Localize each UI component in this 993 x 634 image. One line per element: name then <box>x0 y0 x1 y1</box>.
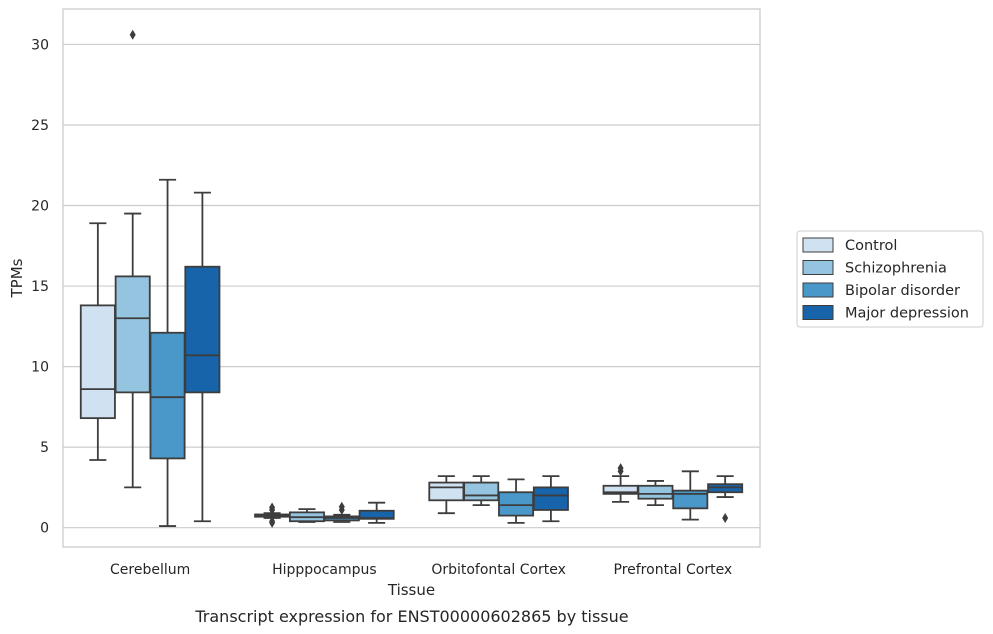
box-bipolar-disorder <box>672 470 709 521</box>
box-major-depression <box>358 501 395 524</box>
box-major-depression <box>184 191 221 523</box>
iqr-box <box>184 265 221 394</box>
outlier-point <box>338 501 345 512</box>
box-major-depression <box>707 475 744 524</box>
legend-swatch <box>802 260 834 275</box>
y-tick-label: 10 <box>31 360 49 376</box>
outlier-point <box>269 502 276 513</box>
iqr-box <box>532 486 569 511</box>
legend: Control Schizophrenia Bipolar disorder Majo… <box>796 230 984 328</box>
x-axis-title: Tissue <box>387 581 435 599</box>
legend-swatch <box>802 282 834 298</box>
x-tick-label: Prefrontal Cortex <box>614 562 733 578</box>
x-tick-label: Hipppocampus <box>272 562 377 578</box>
y-tick-label: 5 <box>40 440 49 456</box>
box-control <box>79 222 116 461</box>
legend-swatch <box>802 305 834 320</box>
box-series <box>79 29 744 528</box>
box-bipolar-disorder <box>498 478 535 524</box>
iqr-box <box>463 481 500 502</box>
y-tick-label: 15 <box>31 279 49 295</box>
legend-label: Control <box>845 238 897 254</box>
iqr-box <box>114 275 151 394</box>
legend-swatch <box>802 237 834 253</box>
outlier-point <box>269 516 276 527</box>
box-bipolar-disorder <box>323 501 360 523</box>
box-major-depression <box>532 475 569 523</box>
box-schizophrenia <box>463 475 500 507</box>
iqr-box <box>428 481 465 502</box>
iqr-box <box>79 304 116 420</box>
plot-frame <box>62 8 761 548</box>
outlier-point <box>617 463 624 474</box>
y-axis-title: TPMs <box>8 258 26 298</box>
legend-frame <box>796 230 984 328</box>
y-tick-label: 25 <box>31 118 49 134</box>
iqr-box <box>637 484 674 500</box>
outlier-point <box>129 29 136 40</box>
iqr-box <box>672 489 709 510</box>
x-axis-ticks: Cerebellum Hipppocampus Orbitofontal Corte… <box>110 562 732 578</box>
legend-label: Major depression <box>845 306 969 322</box>
box-bipolar-disorder <box>149 178 186 527</box>
y-axis-ticks: 0 5 10 15 20 25 30 <box>31 37 49 536</box>
outlier-point <box>722 513 729 524</box>
chart-caption: Transcript expression for ENST0000060286… <box>194 607 628 626</box>
x-tick-label: Cerebellum <box>110 562 190 578</box>
legend-label: Bipolar disorder <box>845 283 960 299</box>
y-tick-label: 20 <box>31 199 49 215</box>
y-tick-label: 0 <box>40 521 49 537</box>
iqr-box <box>149 331 186 460</box>
y-tick-label: 30 <box>31 37 49 53</box>
legend-label: Schizophrenia <box>845 261 947 277</box>
box-control <box>428 475 465 515</box>
x-tick-label: Orbitofontal Cortex <box>431 562 566 578</box>
iqr-box <box>498 491 535 517</box>
